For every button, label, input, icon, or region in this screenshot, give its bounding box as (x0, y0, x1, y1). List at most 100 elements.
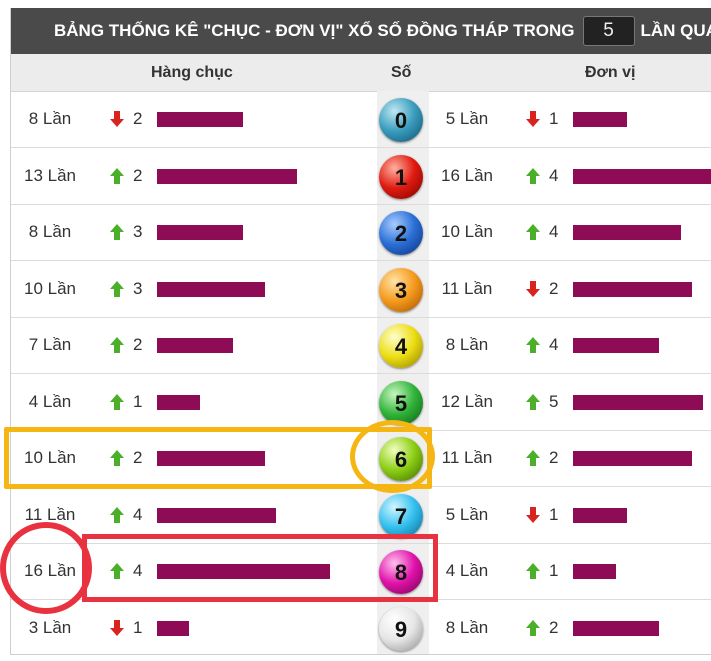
digit-label: 7 (394, 503, 408, 529)
units-frequency-bar (573, 394, 703, 410)
header-tens: Hàng chục (151, 64, 233, 81)
digit-ball-0: 0 (379, 98, 423, 142)
tens-change-value: 3 (133, 222, 143, 241)
arrow-up-icon (109, 449, 125, 467)
units-times-label: 4 Lần (445, 561, 489, 580)
digit-label: 5 (394, 390, 408, 416)
header-digit: Số (391, 64, 412, 81)
units-change-value: 2 (549, 278, 559, 298)
tens-times-label: 4 Lần (28, 391, 72, 411)
tens-frequency-bar (157, 281, 265, 297)
title-prefix: BẢNG THỐNG KÊ "CHỤC - ĐƠN VỊ" XỔ SỐ ĐỒNG… (54, 21, 575, 40)
units-times-label: 11 Lần (441, 278, 493, 298)
tens-change-value: 2 (133, 448, 143, 467)
arrow-up-icon (525, 167, 541, 185)
arrow-up-icon (109, 336, 125, 354)
title-suffix: LẦN QUAY (640, 21, 711, 40)
digit-ball-3: 3 (379, 267, 423, 312)
arrow-down-icon (109, 110, 125, 128)
units-frequency-bar (573, 225, 681, 240)
tens-frequency-bar (157, 620, 189, 636)
units-frequency-bar (573, 564, 616, 579)
units-times-label: 8 Lần (445, 617, 489, 637)
arrow-up-icon (525, 223, 541, 241)
units-change-value: 1 (549, 109, 559, 128)
arrow-down-icon (109, 619, 125, 637)
units-frequency-bar (573, 281, 692, 297)
digit-ball-2: 2 (379, 211, 423, 255)
tens-change-value: 4 (133, 561, 143, 580)
digit-label: 3 (394, 277, 408, 303)
arrow-up-icon (109, 562, 125, 580)
arrow-up-icon (525, 619, 541, 637)
tens-change-value: 2 (133, 109, 143, 128)
digit-ball-7: 7 (379, 493, 423, 538)
table-row: 4 Lần 1 5 12 Lần 5 (11, 374, 711, 431)
table-row: 8 Lần 3 2 10 Lần 4 (11, 204, 711, 261)
units-frequency-bar (573, 507, 627, 523)
units-times-label: 5 Lần (445, 504, 489, 524)
tens-times-label: 8 Lần (28, 222, 72, 241)
units-change-value: 5 (549, 391, 559, 411)
arrow-up-icon (109, 167, 125, 185)
units-change-value: 4 (549, 165, 559, 185)
digit-label: 4 (394, 334, 408, 359)
units-change-value: 2 (549, 448, 559, 467)
tens-times-label: 11 Lần (24, 504, 76, 524)
digit-ball-9: 9 (379, 606, 423, 651)
table-row: 8 Lần 2 0 5 Lần 1 (11, 91, 711, 148)
tens-times-label: 10 Lần (24, 448, 76, 467)
arrow-up-icon (525, 562, 541, 580)
tens-change-value: 4 (133, 504, 143, 524)
arrow-down-icon (525, 506, 541, 524)
tens-change-value: 2 (133, 335, 143, 354)
units-frequency-bar (573, 338, 659, 353)
digit-ball-5: 5 (379, 380, 423, 425)
header-units: Đơn vị (585, 64, 636, 81)
units-times-label: 10 Lần (441, 222, 493, 241)
arrow-up-icon (109, 506, 125, 524)
tens-change-value: 3 (133, 278, 143, 298)
table-row: 7 Lần 2 4 8 Lần 4 (11, 317, 711, 374)
table-row: 3 Lần 1 9 8 Lần 2 (11, 600, 711, 655)
tens-frequency-bar (157, 507, 276, 523)
table-row: 11 Lần 4 7 5 Lần 1 (11, 487, 711, 544)
tens-frequency-bar (157, 451, 265, 466)
units-change-value: 1 (549, 561, 559, 580)
tens-frequency-bar (157, 168, 297, 184)
units-frequency-bar (573, 112, 627, 127)
tens-change-value: 2 (133, 165, 143, 185)
tens-times-label: 10 Lần (24, 278, 76, 298)
highlight-circle-16-lan (0, 522, 92, 614)
tens-times-label: 8 Lần (28, 109, 72, 128)
column-header-row: Hàng chục Số Đơn vị (11, 54, 711, 92)
units-change-value: 1 (549, 504, 559, 524)
arrow-up-icon (525, 449, 541, 467)
units-times-label: 5 Lần (445, 109, 489, 128)
units-change-value: 4 (549, 222, 559, 241)
digit-ball-8: 8 (379, 550, 423, 594)
arrow-up-icon (109, 393, 125, 411)
digit-ball-1: 1 (379, 154, 423, 199)
tens-times-label: 3 Lần (28, 617, 72, 637)
arrow-down-icon (525, 280, 541, 298)
digit-label: 2 (394, 221, 408, 246)
arrow-up-icon (525, 393, 541, 411)
units-frequency-bar (573, 451, 692, 466)
digit-label: 9 (394, 616, 408, 642)
arrow-up-icon (525, 336, 541, 354)
table-row: 13 Lần 2 1 16 Lần 4 (11, 148, 711, 205)
arrow-up-icon (109, 223, 125, 241)
draw-count-input[interactable] (582, 16, 635, 46)
units-times-label: 11 Lần (441, 448, 493, 467)
units-times-label: 8 Lần (445, 335, 489, 354)
highlight-circle-digit-6 (350, 420, 435, 493)
tens-change-value: 1 (133, 617, 143, 637)
highlight-box-row-8 (82, 534, 438, 602)
units-frequency-bar (573, 620, 659, 636)
units-times-label: 12 Lần (441, 391, 493, 411)
digit-label: 8 (394, 560, 408, 585)
units-change-value: 2 (549, 617, 559, 637)
units-frequency-bar (573, 168, 711, 184)
tens-frequency-bar (157, 225, 243, 240)
